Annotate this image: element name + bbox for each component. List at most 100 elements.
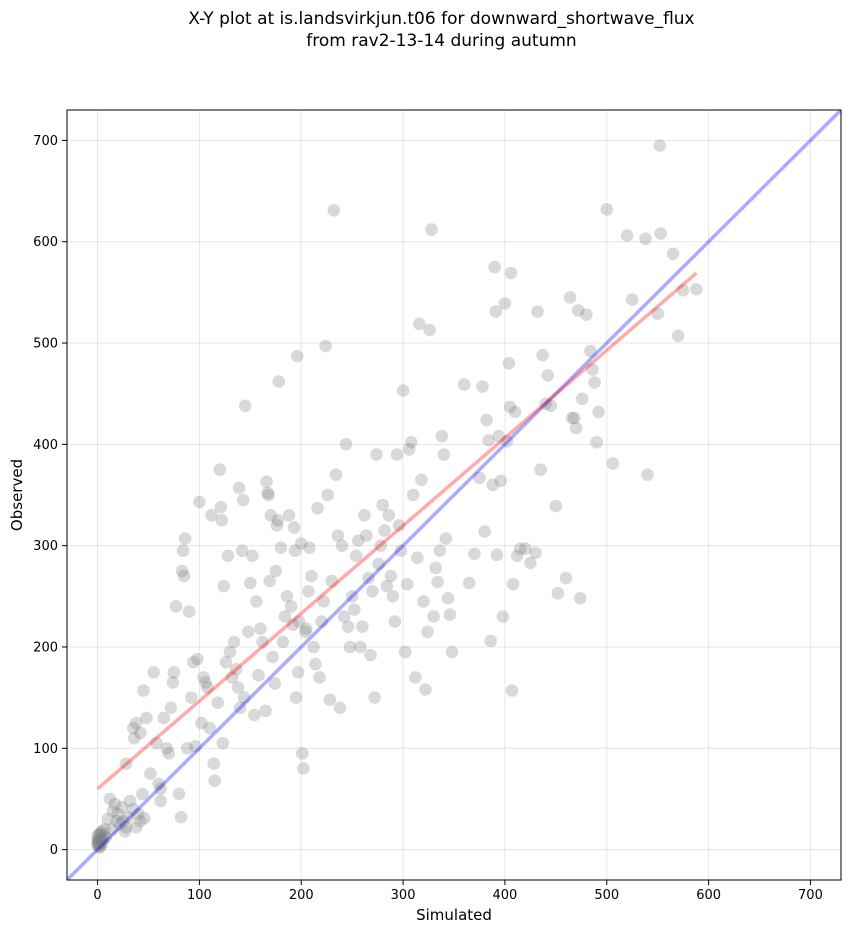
regression-fit-line (96, 271, 698, 791)
data-point (254, 622, 267, 635)
data-point (195, 716, 208, 730)
data-point (488, 260, 502, 274)
data-point (580, 308, 593, 322)
data-point (358, 509, 371, 522)
x-tick-label: 700 (798, 888, 823, 903)
data-point (569, 421, 583, 435)
data-point (341, 620, 355, 633)
y-tick-label: 200 (33, 640, 58, 655)
data-point (313, 671, 326, 684)
data-point (421, 625, 434, 639)
data-point (544, 399, 558, 413)
data-point (480, 413, 493, 427)
data-point (174, 810, 188, 824)
data-point (490, 548, 504, 562)
data-point (270, 519, 284, 532)
data-point (370, 448, 383, 461)
data-point (400, 577, 414, 591)
data-point (93, 838, 106, 851)
y-axis-ticks: 0 100 200 300 400 500 600 700 (33, 134, 67, 858)
data-point (157, 711, 171, 725)
data-point (690, 283, 703, 296)
data-point (113, 818, 127, 831)
y-tick-label: 0 (50, 843, 58, 858)
data-point (300, 622, 313, 635)
data-point (337, 610, 351, 623)
data-point (136, 787, 149, 801)
data-point (496, 610, 510, 623)
chart-title-line-1: X-Y plot at is.landsvirkjun.t06 for down… (188, 9, 695, 29)
data-point (576, 392, 589, 406)
data-point (169, 600, 183, 613)
data-point (559, 571, 573, 585)
chart-title: X-Y plot at is.landsvirkjun.t06 for down… (0, 8, 851, 52)
data-point (97, 829, 110, 842)
data-point (250, 595, 263, 608)
data-point (290, 349, 304, 363)
x-axis-label: Simulated (416, 906, 492, 924)
data-point (402, 443, 416, 456)
data-point (296, 747, 309, 760)
data-point (347, 603, 361, 616)
data-point (639, 232, 652, 245)
data-point (119, 757, 133, 770)
data-point (323, 693, 337, 706)
data-point (482, 434, 495, 447)
data-point (565, 411, 579, 425)
data-point (268, 677, 282, 690)
data-point (574, 592, 587, 605)
data-point (302, 585, 315, 598)
data-point (343, 640, 357, 654)
data-point (473, 471, 486, 485)
data-point (494, 474, 508, 488)
data-point (95, 834, 108, 847)
data-point (232, 481, 246, 495)
data-point (261, 486, 274, 500)
data-point (264, 509, 278, 522)
data-point (164, 701, 178, 715)
data-point (339, 438, 353, 451)
data-point (227, 635, 241, 649)
data-point (425, 223, 438, 236)
data-point (484, 634, 498, 648)
data-point (433, 544, 447, 557)
data-point (180, 742, 194, 755)
data-point (134, 814, 147, 828)
data-point (666, 247, 680, 261)
data-point (235, 544, 249, 557)
data-point (103, 792, 117, 806)
data-point (262, 488, 275, 502)
data-point (592, 405, 605, 419)
data-point (372, 557, 385, 571)
data-point (541, 369, 554, 382)
data-point (96, 832, 109, 845)
data-point (92, 837, 105, 850)
data-point (229, 663, 243, 676)
data-point (132, 807, 145, 821)
data-point (116, 814, 130, 828)
data-point (176, 544, 190, 557)
data-point (404, 436, 418, 449)
data-point (126, 802, 140, 816)
data-point (99, 831, 112, 844)
data-point (531, 305, 544, 318)
data-point (489, 305, 503, 318)
data-point (419, 683, 432, 696)
data-point (427, 610, 440, 623)
data-point (115, 800, 129, 814)
data-point (319, 339, 333, 353)
data-point (140, 711, 153, 725)
data-point (213, 463, 227, 477)
data-point (384, 569, 398, 583)
data-point (271, 514, 285, 527)
data-point (317, 595, 330, 608)
data-point (563, 291, 577, 304)
data-point (162, 747, 176, 760)
data-point (91, 837, 104, 850)
data-point (476, 380, 489, 393)
data-point (498, 297, 512, 310)
data-point (534, 463, 547, 477)
data-point (625, 293, 639, 306)
data-point (216, 736, 230, 750)
data-point (376, 498, 390, 512)
